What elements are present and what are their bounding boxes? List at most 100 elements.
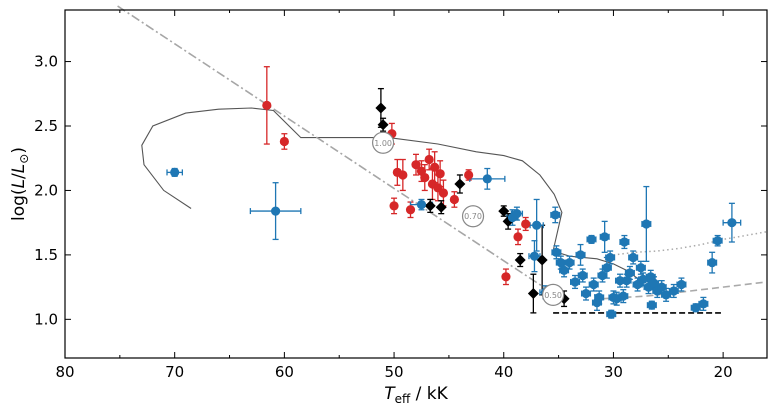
dashdot-line bbox=[117, 5, 556, 296]
blue-circle-point bbox=[622, 276, 632, 286]
blue-circle-point bbox=[649, 278, 659, 288]
dotted-curve bbox=[613, 230, 768, 256]
axis-ticks: 80 70 60 50 40 30 20 1.0 1.5 2.0 2.5 3.0 bbox=[34, 10, 767, 381]
blue-circle-point bbox=[271, 206, 281, 216]
blue-circle-point bbox=[669, 286, 679, 296]
blue-circle-point bbox=[512, 209, 522, 219]
black-diamond-point bbox=[375, 102, 387, 114]
blue-circle-point bbox=[575, 250, 586, 260]
mass-marker-circle bbox=[371, 131, 395, 154]
blue-circle-point bbox=[661, 290, 671, 300]
black-diamond-point bbox=[527, 288, 539, 300]
blue-circle-point bbox=[641, 219, 651, 229]
red-circle-point bbox=[449, 194, 459, 205]
y-axis-title-sun: ⊙ bbox=[17, 154, 31, 164]
blue-circle-point bbox=[625, 268, 635, 278]
red-circle-point bbox=[435, 169, 445, 179]
blue-circle-point bbox=[636, 263, 646, 273]
y-axis-title-slash: / bbox=[9, 173, 29, 179]
x-tick-label: 50 bbox=[385, 363, 404, 381]
blue-circle-point bbox=[416, 200, 427, 210]
blue-circle-point bbox=[602, 263, 612, 273]
mass-marker-label: 1.00 bbox=[374, 139, 392, 148]
red-circle-point bbox=[430, 162, 440, 172]
blue-circle-point bbox=[594, 292, 604, 303]
red-circle-point bbox=[521, 219, 531, 229]
black-diamond-point bbox=[435, 201, 447, 213]
plot-frame bbox=[64, 9, 768, 359]
blue-circle-point bbox=[556, 258, 566, 268]
mass-marker-label: 0.70 bbox=[464, 212, 482, 221]
x-tick-label: 70 bbox=[165, 363, 184, 381]
x-tick-label: 30 bbox=[604, 363, 623, 381]
black-diamond-point bbox=[377, 119, 389, 131]
evolution-track-line bbox=[141, 107, 643, 282]
x-tick-label: 40 bbox=[494, 363, 513, 381]
black-diamond-point bbox=[424, 200, 436, 212]
y-axis-title-L2: L bbox=[9, 164, 29, 173]
x-axis-title-sub: eff bbox=[395, 392, 411, 406]
red-circle-point bbox=[405, 205, 416, 215]
mass-marker-circle bbox=[542, 283, 565, 306]
blue-circle-point bbox=[600, 232, 610, 242]
red-circle-point bbox=[389, 201, 399, 211]
data-points bbox=[170, 100, 737, 319]
y-tick-label: 1.5 bbox=[34, 246, 58, 264]
blue-circle-point bbox=[618, 291, 628, 301]
blue-circle-point bbox=[586, 234, 597, 245]
x-tick-label: 60 bbox=[275, 363, 294, 381]
black-diamond-point bbox=[498, 205, 510, 217]
y-tick-label: 1.0 bbox=[34, 310, 58, 328]
blue-circle-point bbox=[570, 277, 580, 287]
blue-circle-point bbox=[581, 288, 591, 299]
red-circle-point bbox=[279, 136, 289, 147]
blue-circle-point bbox=[713, 236, 723, 246]
mass-markers: 1.00 0.70 0.50 bbox=[371, 131, 565, 306]
x-axis-title-unit: / kK bbox=[410, 384, 448, 404]
black-diamond-point bbox=[536, 254, 548, 266]
black-diamond-point bbox=[514, 254, 526, 266]
blue-circle-point bbox=[707, 258, 717, 268]
red-circle-point bbox=[424, 154, 434, 165]
black-diamond-point bbox=[454, 178, 466, 190]
y-tick-label: 2.5 bbox=[34, 117, 58, 135]
red-circle-point bbox=[464, 170, 474, 180]
red-circle-point bbox=[501, 272, 511, 282]
mass-marker-label: 0.50 bbox=[544, 291, 562, 300]
red-circle-point bbox=[262, 100, 272, 110]
blue-circle-point bbox=[532, 220, 542, 230]
blue-circle-point bbox=[619, 237, 630, 247]
y-axis-title-pre: log( bbox=[9, 188, 29, 221]
blue-circle-point bbox=[647, 300, 657, 310]
blue-circle-point bbox=[589, 279, 599, 290]
blue-circle-point bbox=[482, 174, 492, 184]
blue-circle-point bbox=[698, 299, 708, 309]
blue-circle-point bbox=[605, 252, 615, 263]
blue-circle-point bbox=[559, 265, 569, 275]
blue-circle-point bbox=[657, 282, 667, 292]
blue-circle-point bbox=[170, 167, 180, 177]
blue-circle-point bbox=[628, 252, 638, 263]
x-axis-title-main: T bbox=[384, 384, 396, 404]
red-circle-point bbox=[438, 188, 449, 198]
model-curves bbox=[117, 5, 768, 314]
blue-circle-point bbox=[638, 274, 648, 284]
x-axis-title: Teff / kK bbox=[384, 384, 448, 406]
red-circle-point bbox=[398, 170, 408, 180]
y-axis-title: log(L/L⊙) bbox=[9, 147, 31, 221]
red-circle-point bbox=[411, 160, 421, 170]
blue-circle-point bbox=[606, 309, 616, 319]
blue-circle-point bbox=[529, 251, 540, 261]
blue-circle-point bbox=[676, 279, 687, 290]
blue-circle-point bbox=[615, 276, 625, 286]
y-tick-label: 3.0 bbox=[34, 53, 58, 71]
blue-circle-point bbox=[578, 270, 588, 281]
red-circle-point bbox=[513, 232, 523, 242]
red-circle-point bbox=[420, 172, 430, 183]
y-axis-title-L1: L bbox=[9, 179, 29, 188]
blue-circle-point bbox=[550, 210, 560, 220]
x-tick-label: 80 bbox=[55, 363, 74, 381]
blue-circle-point bbox=[727, 218, 737, 228]
